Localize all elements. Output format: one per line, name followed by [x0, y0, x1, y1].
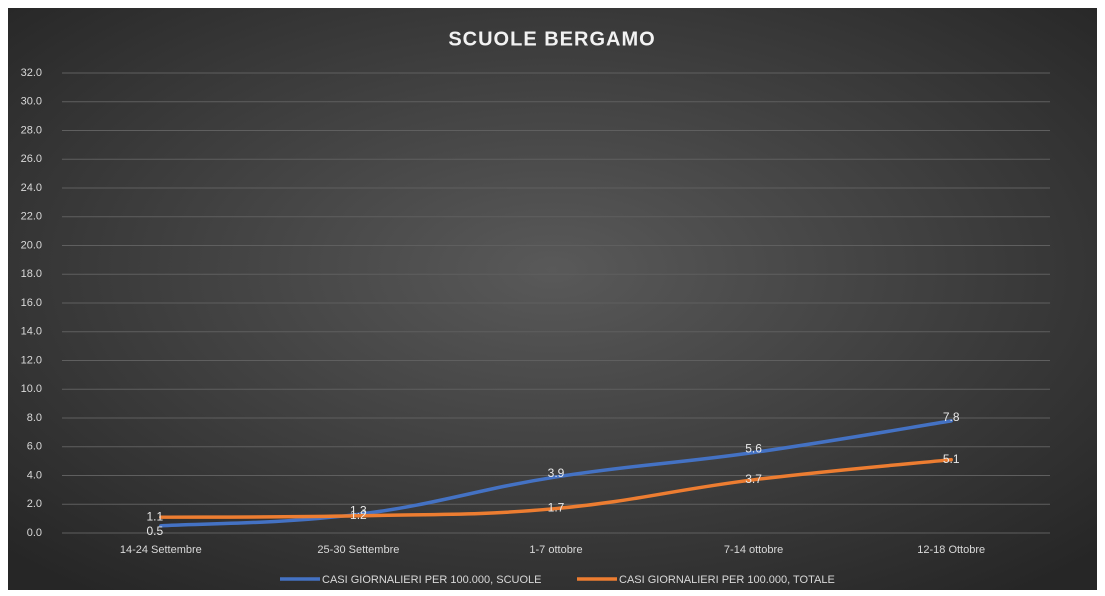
x-tick-label: 12-18 Ottobre: [917, 544, 985, 556]
data-label: 1.1: [146, 509, 163, 523]
y-tick-label: 2.0: [27, 498, 42, 510]
data-label: 1.2: [350, 508, 367, 522]
chart-title: SCUOLE BERGAMO: [448, 28, 655, 50]
series-line: [159, 419, 953, 528]
y-tick-label: 32.0: [21, 67, 42, 79]
y-tick-label: 0.0: [27, 527, 42, 539]
y-tick-label: 6.0: [27, 441, 42, 453]
data-label: 0.5: [146, 524, 163, 538]
data-label: 7.8: [943, 410, 960, 424]
y-tick-label: 20.0: [21, 239, 42, 251]
y-tick-label: 4.0: [27, 469, 42, 481]
legend-label: CASI GIORNALIERI PER 100.000, TOTALE: [619, 574, 835, 586]
y-tick-label: 30.0: [21, 96, 42, 108]
data-label: 5.6: [745, 442, 762, 456]
series-line: [159, 457, 953, 519]
y-tick-label: 8.0: [27, 412, 42, 424]
y-tick-label: 18.0: [21, 268, 42, 280]
y-tick-label: 26.0: [21, 153, 42, 165]
x-tick-label: 7-14 ottobre: [724, 544, 783, 556]
y-tick-label: 22.0: [21, 211, 42, 223]
y-tick-label: 12.0: [21, 354, 42, 366]
y-tick-label: 14.0: [21, 326, 42, 338]
x-tick-label: 25-30 Settembre: [317, 544, 399, 556]
y-tick-label: 24.0: [21, 182, 42, 194]
x-tick-label: 14-24 Settembre: [120, 544, 202, 556]
y-tick-label: 28.0: [21, 124, 42, 136]
x-tick-label: 1-7 ottobre: [529, 544, 582, 556]
data-label: 5.1: [943, 452, 960, 466]
data-label: 3.7: [745, 472, 762, 486]
chart-background: [8, 8, 1097, 590]
data-label: 3.9: [548, 466, 565, 480]
y-tick-label: 10.0: [21, 383, 42, 395]
y-tick-label: 16.0: [21, 297, 42, 309]
legend-label: CASI GIORNALIERI PER 100.000, SCUOLE: [322, 574, 541, 586]
data-label: 1.7: [548, 501, 565, 515]
